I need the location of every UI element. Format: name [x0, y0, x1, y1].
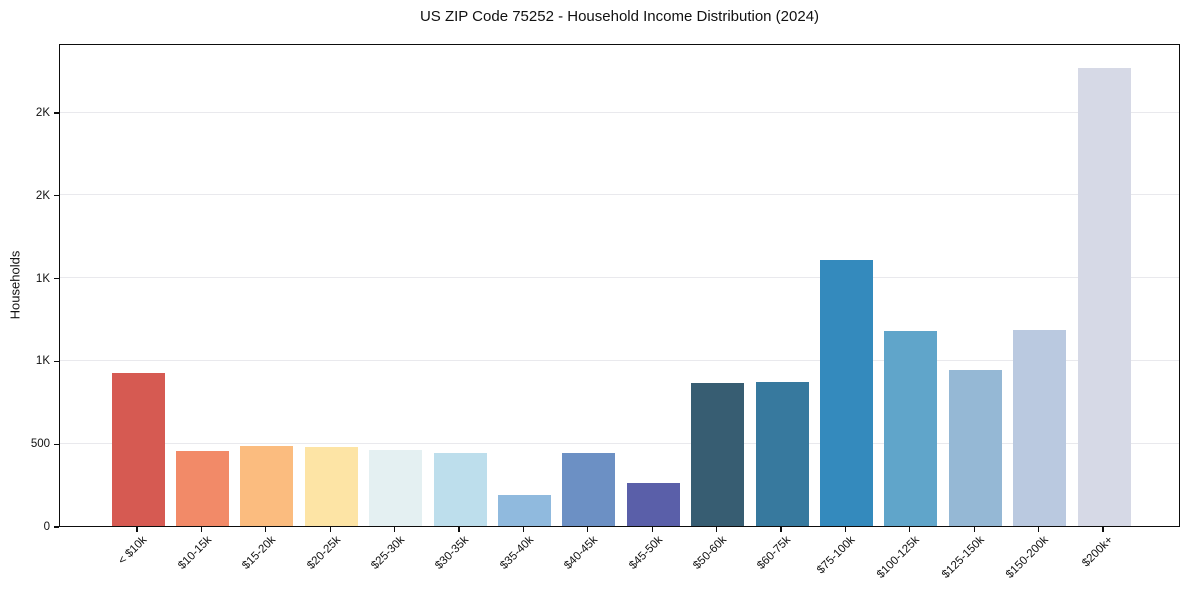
bar-< $10k: [111, 372, 165, 526]
x-tick-label: $30-35k: [433, 534, 472, 572]
x-tick-mark: [973, 527, 975, 532]
x-tick-mark: [651, 527, 653, 532]
x-tick-mark: [522, 527, 525, 532]
x-tick-label: $15-20k: [240, 534, 279, 572]
x-tick-label: $100-125k: [875, 534, 923, 581]
x-tick-label: $20-25k: [304, 534, 343, 572]
x-tick-mark: [587, 527, 589, 532]
y-tick-mark: [54, 195, 59, 197]
x-tick-mark: [715, 527, 718, 532]
y-tick-label: 1K: [35, 355, 50, 368]
x-tick-mark: [1037, 527, 1040, 532]
x-tick-label: < $10k: [116, 534, 150, 568]
x-tick-mark: [780, 527, 782, 532]
x-tick-label: $200k+: [1080, 534, 1116, 570]
gridline: [60, 442, 1179, 444]
y-tick-mark: [54, 526, 59, 528]
bar-$100-125k: [884, 331, 938, 526]
x-tick-mark: [458, 527, 460, 532]
x-tick-mark: [844, 527, 847, 532]
x-tick-label: $35-40k: [498, 534, 536, 572]
x-tick-mark: [909, 527, 911, 532]
gridline: [60, 194, 1179, 196]
y-tick-label: 500: [30, 438, 50, 451]
x-tick-label: $60-75k: [755, 534, 794, 572]
x-tick-label: $40-45k: [562, 534, 601, 572]
bar-$35-40k: [497, 495, 551, 526]
y-tick-label: 1K: [35, 272, 50, 285]
x-tick-label: $10-15k: [176, 534, 214, 572]
gridline: [60, 277, 1179, 279]
x-tick-label: $125-150k: [939, 534, 987, 581]
plot-area: [59, 44, 1180, 527]
y-axis-label: Households: [7, 250, 23, 320]
x-tick-mark: [393, 527, 396, 532]
bar-$40-45k: [562, 452, 616, 526]
x-tick-label: $25-30k: [369, 534, 408, 572]
y-tick-mark: [54, 443, 59, 445]
y-tick-label: 2K: [35, 189, 50, 202]
x-tick-mark: [1102, 527, 1104, 532]
bar-$60-75k: [755, 382, 809, 526]
bar-$150-200k: [1013, 330, 1067, 526]
bar-$50-60k: [691, 383, 745, 526]
bar-$20-25k: [304, 447, 358, 526]
x-tick-label: $45-50k: [626, 534, 665, 572]
bar-$45-50k: [626, 483, 680, 526]
y-tick-label: 2K: [35, 107, 50, 120]
x-tick-mark: [329, 527, 331, 532]
bar-$25-30k: [369, 450, 423, 526]
bar-$125-150k: [948, 369, 1002, 526]
bar-$200k+: [1077, 68, 1131, 526]
x-tick-label: $50-60k: [691, 534, 730, 572]
chart-title: US ZIP Code 75252 - Household Income Dis…: [419, 8, 820, 25]
x-tick-label: $150-200k: [1004, 534, 1052, 581]
bar-$10-15k: [175, 451, 229, 526]
x-tick-label: $75-100k: [815, 534, 858, 577]
x-tick-mark: [200, 527, 203, 532]
bar-$30-35k: [433, 453, 487, 526]
y-tick-mark: [54, 360, 59, 363]
x-tick-mark: [136, 527, 138, 532]
gridline: [60, 111, 1179, 113]
y-tick-label: 0: [43, 521, 50, 533]
bar-$15-20k: [240, 446, 294, 526]
y-tick-mark: [54, 112, 59, 114]
gridline: [60, 359, 1179, 361]
x-tick-mark: [265, 527, 267, 532]
y-tick-mark: [54, 277, 59, 280]
bar-$75-100k: [819, 260, 873, 526]
